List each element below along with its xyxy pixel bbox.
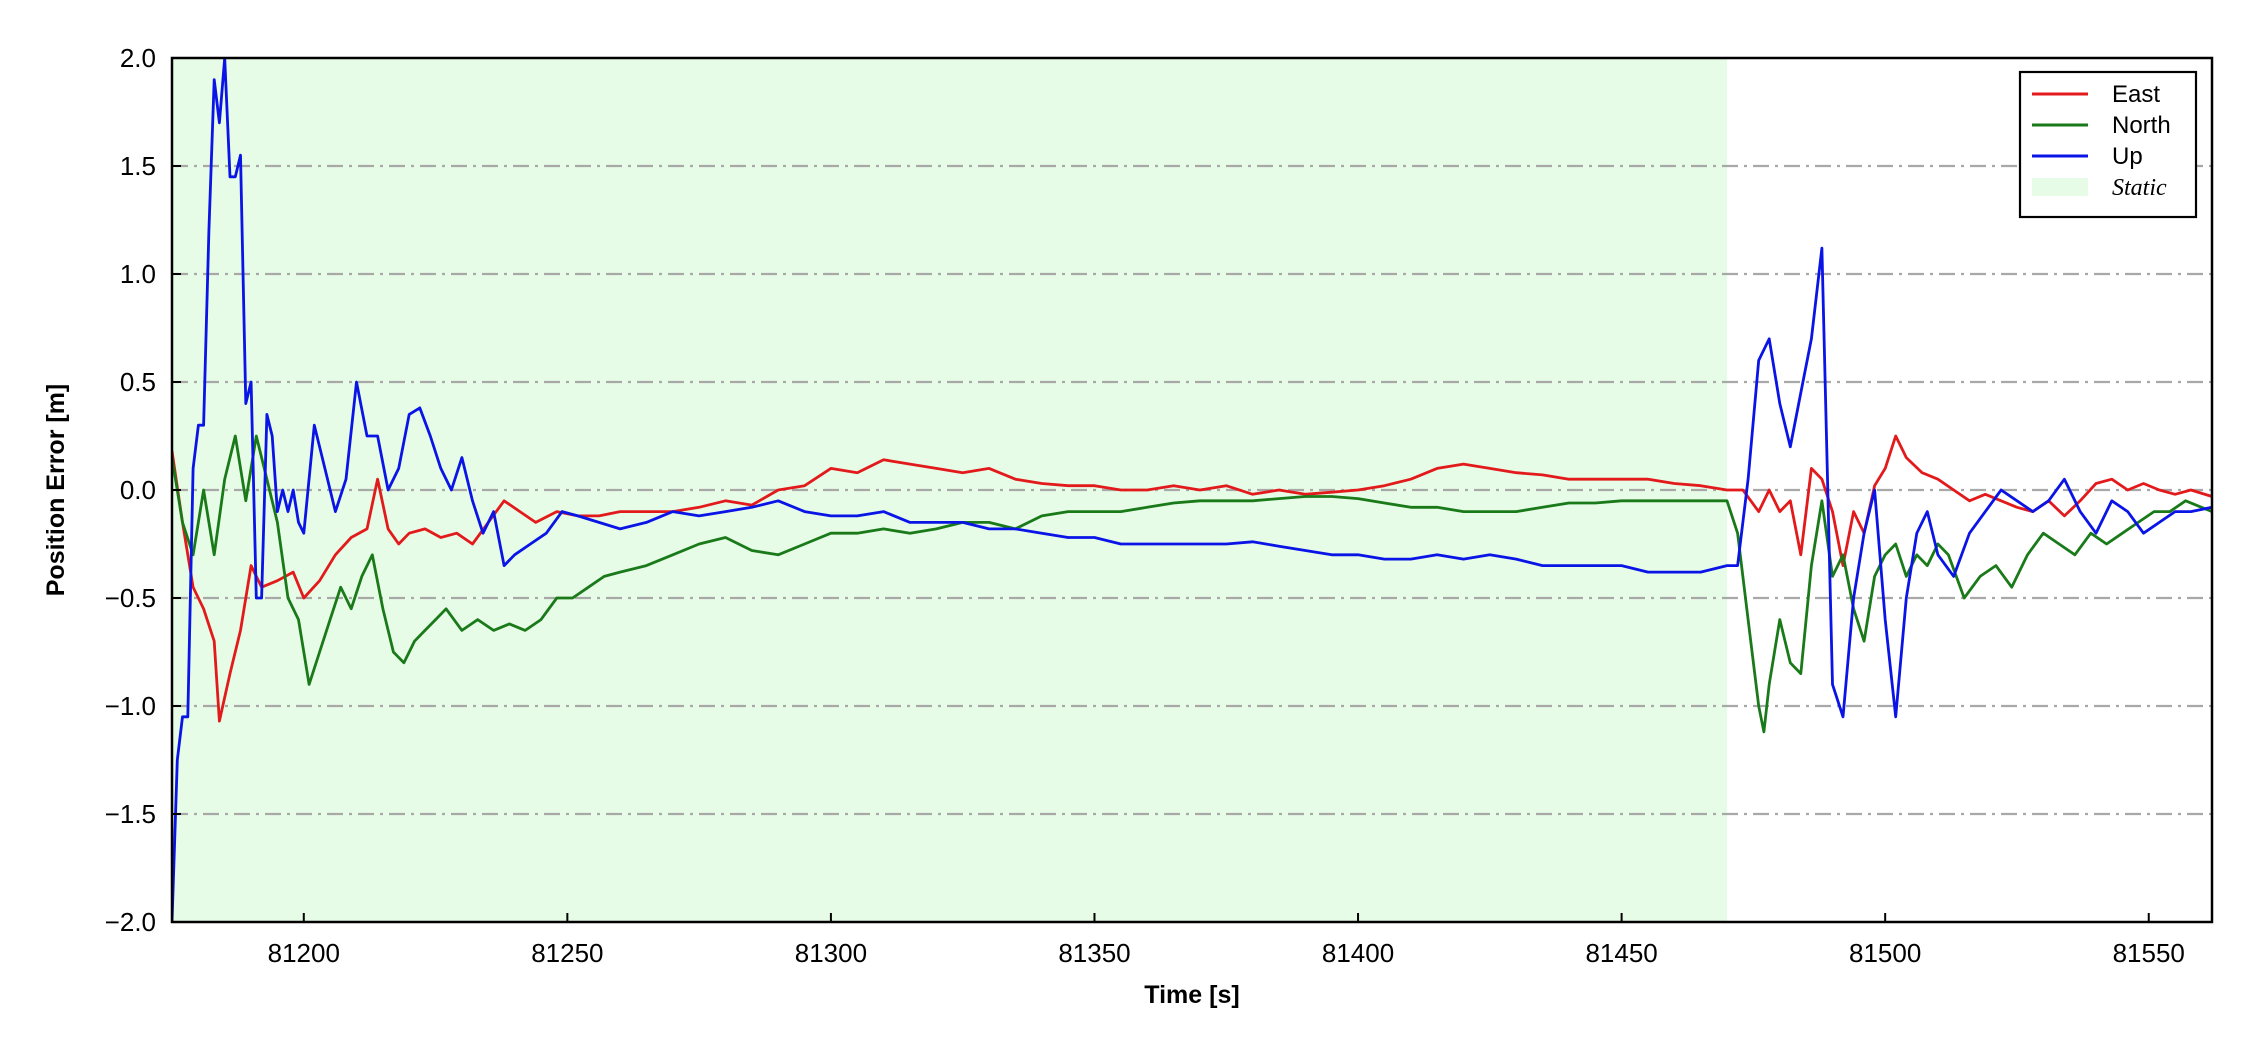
y-tick-label: −0.5 [105,583,156,613]
y-tick-label: −2.0 [105,907,156,937]
legend-label-static: Static [2112,175,2167,201]
y-tick-label: −1.0 [105,691,156,721]
y-tick-label: 1.0 [120,259,156,289]
x-axis-label: Time [s] [1144,981,1239,1009]
series-layer [172,58,2212,922]
x-tick-label: 81350 [1058,938,1130,968]
y-tick-label: 0.5 [120,367,156,397]
x-tick-label: 81200 [268,938,340,968]
x-tick-label: 81250 [531,938,603,968]
y-tick-label: −1.5 [105,799,156,829]
series-line-up [172,58,2212,922]
legend-label-east: East [2112,81,2160,108]
x-tick-label: 81300 [795,938,867,968]
x-tick-label: 81400 [1322,938,1394,968]
y-axis-label: Position Error [m] [42,384,70,597]
y-tick-label: 0.0 [120,475,156,505]
legend-swatch-static [2032,178,2088,196]
x-tick-label: 81450 [1585,938,1657,968]
legend: East North Up Static [2018,70,2198,219]
axis-ticks: −2.0 −1.5 −1.0 −0.5 0.0 0.5 1.0 1.5 2.0 81200 8125… [105,43,2185,968]
y-tick-label: 2.0 [120,43,156,73]
legend-label-up: Up [2112,143,2143,170]
series-line-east [172,434,2212,723]
legend-label-north: North [2112,112,2171,139]
x-tick-label: 81500 [1849,938,1921,968]
x-tick-label: 81550 [2113,938,2185,968]
y-tick-label: 1.5 [120,151,156,181]
